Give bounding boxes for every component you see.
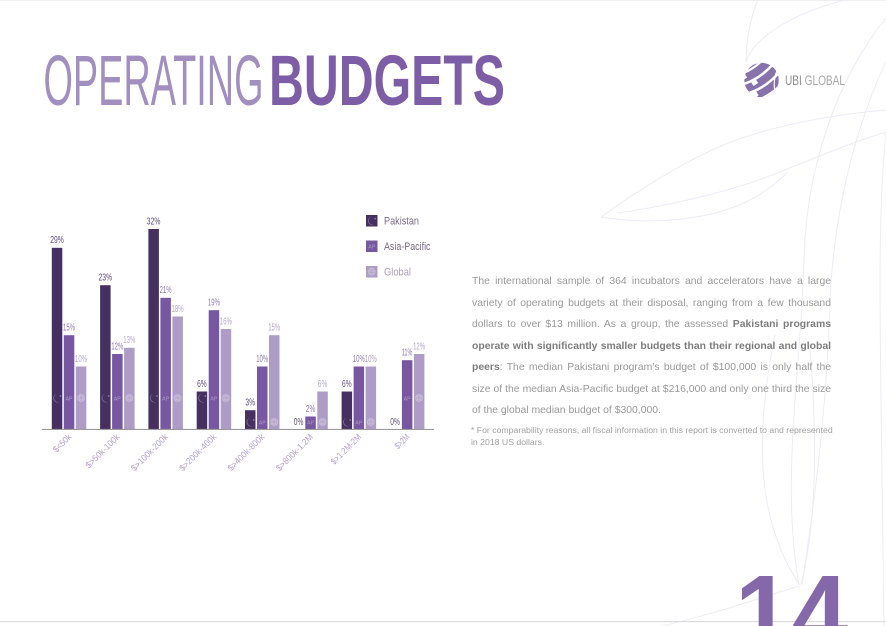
- svg-text:OPERATING: OPERATING: [44, 41, 264, 121]
- svg-text:$>200k-400k: $>200k-400k: [177, 432, 218, 473]
- svg-text:32%: 32%: [147, 216, 161, 227]
- svg-text:0%: 0%: [294, 417, 304, 428]
- svg-text:12%: 12%: [413, 341, 425, 352]
- svg-text:13%: 13%: [123, 335, 135, 346]
- svg-text:$>2M: $>2M: [392, 432, 411, 451]
- svg-text:10%: 10%: [365, 354, 377, 365]
- svg-text:Global: Global: [384, 267, 411, 279]
- svg-text:10%: 10%: [353, 354, 365, 365]
- svg-text:6%: 6%: [342, 379, 352, 390]
- svg-text:$<50k: $<50k: [51, 432, 74, 455]
- svg-text:15%: 15%: [268, 323, 280, 334]
- svg-text:16%: 16%: [220, 316, 232, 327]
- svg-text:14: 14: [735, 553, 848, 626]
- svg-text:$>50k-100k: $>50k-100k: [84, 432, 123, 471]
- svg-text:2%: 2%: [306, 404, 316, 415]
- svg-text:$>800k-1.2M: $>800k-1.2M: [274, 432, 315, 473]
- svg-text:$>100k-200k: $>100k-200k: [129, 432, 170, 473]
- svg-text:$>1.2M-2M: $>1.2M-2M: [329, 432, 364, 467]
- svg-text:UBI GLOBAL: UBI GLOBAL: [785, 73, 845, 88]
- svg-text:0%: 0%: [390, 417, 400, 428]
- svg-text:29%: 29%: [50, 235, 64, 246]
- svg-text:12%: 12%: [111, 341, 123, 352]
- svg-text:18%: 18%: [172, 304, 184, 315]
- svg-text:11%: 11%: [402, 348, 412, 359]
- svg-text:19%: 19%: [208, 298, 220, 309]
- svg-text:23%: 23%: [99, 273, 113, 284]
- svg-text:3%: 3%: [245, 398, 255, 409]
- svg-text:10%: 10%: [256, 354, 268, 365]
- svg-text:15%: 15%: [63, 323, 75, 334]
- svg-text:BUDGETS: BUDGETS: [269, 41, 505, 121]
- svg-text:6%: 6%: [197, 379, 207, 390]
- svg-text:21%: 21%: [160, 285, 172, 296]
- svg-text:10%: 10%: [75, 354, 87, 365]
- svg-text:$>400k-800k: $>400k-800k: [226, 432, 267, 473]
- svg-text:6%: 6%: [318, 379, 328, 390]
- svg-text:Pakistan: Pakistan: [384, 216, 419, 228]
- svg-text:Asia-Pacific: Asia-Pacific: [384, 241, 431, 253]
